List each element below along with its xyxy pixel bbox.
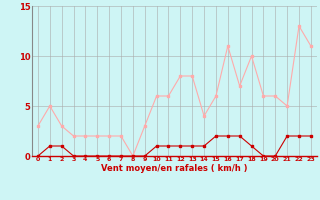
X-axis label: Vent moyen/en rafales ( km/h ): Vent moyen/en rafales ( km/h ) [101,164,248,173]
